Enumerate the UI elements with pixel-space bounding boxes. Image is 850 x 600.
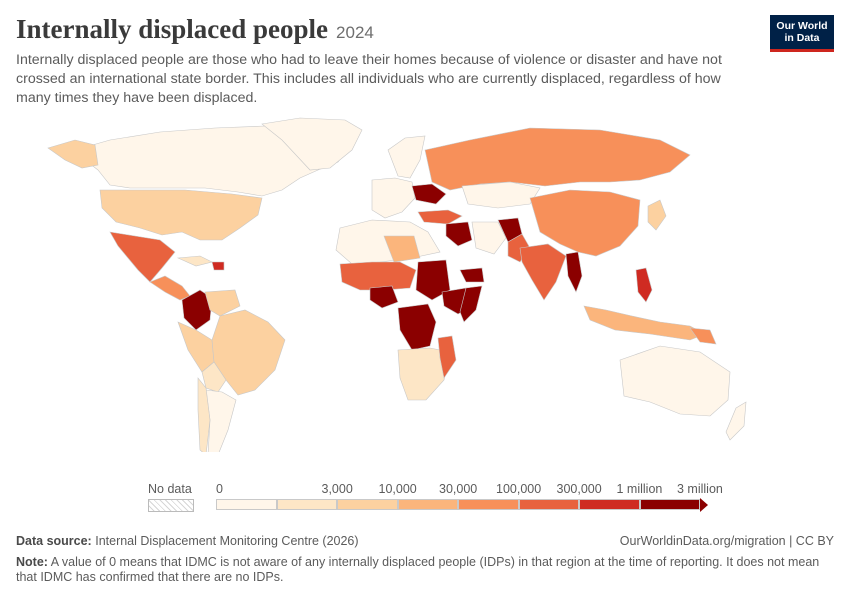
chart-subtitle: Internally displaced people are those wh…: [16, 52, 722, 106]
legend-bin-3[interactable]: [397, 499, 458, 510]
country-chile[interactable]: [197, 377, 211, 452]
country-japan[interactable]: [647, 199, 667, 231]
legend-tick-label: 100,000: [496, 482, 542, 496]
country-greenland[interactable]: [261, 117, 363, 171]
country-norway-sweden[interactable]: [387, 135, 426, 179]
country-bolivia[interactable]: [201, 361, 227, 393]
legend-bin-6[interactable]: [579, 499, 640, 510]
legend-bin-5[interactable]: [518, 499, 579, 510]
country-usa[interactable]: [99, 189, 263, 241]
country-syria-iraq[interactable]: [445, 221, 473, 247]
legend-tick-label: 0: [216, 482, 223, 496]
country-western-europe[interactable]: [371, 177, 416, 219]
country-drc[interactable]: [397, 303, 437, 351]
country-somalia[interactable]: [459, 285, 483, 323]
legend-tick-label: 30,000: [439, 482, 478, 496]
country-mozambique[interactable]: [437, 335, 457, 379]
legend-bin-0[interactable]: [216, 499, 277, 510]
country-southern-africa[interactable]: [397, 347, 451, 401]
country-haiti[interactable]: [211, 261, 225, 271]
country-nigeria[interactable]: [369, 285, 399, 309]
legend-tick-label: 1 million: [616, 482, 663, 496]
country-myanmar[interactable]: [565, 251, 583, 293]
country-russia[interactable]: [424, 127, 691, 191]
note-text: A value of 0 means that IDMC is not awar…: [16, 555, 820, 584]
legend: No data 0 3,000 10,000 30,000 100,000 300,000…: [140, 480, 723, 520]
note-label: Note:: [16, 555, 48, 569]
legend-bin-2[interactable]: [337, 499, 398, 510]
country-papua-new-guinea[interactable]: [689, 327, 717, 345]
legend-tick-label: 3 million: [677, 482, 723, 496]
country-new-zealand[interactable]: [725, 401, 747, 441]
country-sudan[interactable]: [415, 259, 451, 301]
logo-line-2: in Data: [784, 32, 820, 44]
logo-line-1: Our World: [776, 20, 828, 32]
note: Note: A value of 0 means that IDMC is no…: [16, 555, 834, 585]
country-cuba[interactable]: [176, 255, 213, 267]
country-iran[interactable]: [471, 221, 507, 255]
legend-bin-1[interactable]: [276, 499, 337, 510]
country-india[interactable]: [519, 243, 567, 301]
country-central-america[interactable]: [149, 275, 191, 301]
footer: Data source: Internal Displacement Monit…: [16, 534, 834, 585]
source-url[interactable]: OurWorldinData.org/migration | CC BY: [619, 534, 834, 548]
chart-year: 2024: [336, 23, 374, 42]
legend-bin-4[interactable]: [458, 499, 519, 510]
country-colombia[interactable]: [181, 289, 213, 331]
country-philippines[interactable]: [635, 267, 653, 303]
country-venezuela[interactable]: [204, 289, 241, 317]
legend-bin-7[interactable]: [639, 499, 700, 510]
legend-tick-label: 3,000: [321, 482, 353, 496]
header: Internally displaced people 2024 Interna…: [16, 14, 756, 108]
country-argentina[interactable]: [205, 389, 237, 452]
country-alaska[interactable]: [47, 139, 99, 169]
data-source-text[interactable]: Internal Displacement Monitoring Centre …: [95, 534, 359, 548]
country-yemen[interactable]: [459, 267, 485, 283]
country-indonesia[interactable]: [583, 305, 706, 341]
chart-title: Internally displaced people: [16, 14, 329, 44]
country-canada[interactable]: [74, 125, 346, 197]
owid-logo[interactable]: Our World in Data: [770, 15, 834, 52]
legend-no-data-label: No data: [148, 482, 192, 496]
country-brazil[interactable]: [211, 309, 286, 396]
data-source-label: Data source:: [16, 534, 92, 548]
legend-no-data-swatch[interactable]: [148, 499, 194, 512]
legend-tick-label: 10,000: [378, 482, 417, 496]
country-sahel[interactable]: [339, 261, 417, 291]
world-map: [47, 117, 747, 452]
legend-tick-label: 300,000: [556, 482, 602, 496]
country-turkey[interactable]: [417, 209, 463, 225]
data-source: Data source: Internal Displacement Monit…: [16, 534, 359, 549]
country-ukraine[interactable]: [411, 183, 447, 205]
source-row: Data source: Internal Displacement Monit…: [16, 534, 834, 549]
title-row: Internally displaced people 2024: [16, 14, 756, 45]
country-china[interactable]: [529, 189, 641, 257]
country-libya[interactable]: [383, 235, 421, 263]
country-kazakhstan[interactable]: [461, 181, 541, 209]
legend-arrow-icon: [700, 498, 708, 512]
country-australia[interactable]: [619, 345, 731, 417]
country-mexico[interactable]: [109, 231, 176, 283]
